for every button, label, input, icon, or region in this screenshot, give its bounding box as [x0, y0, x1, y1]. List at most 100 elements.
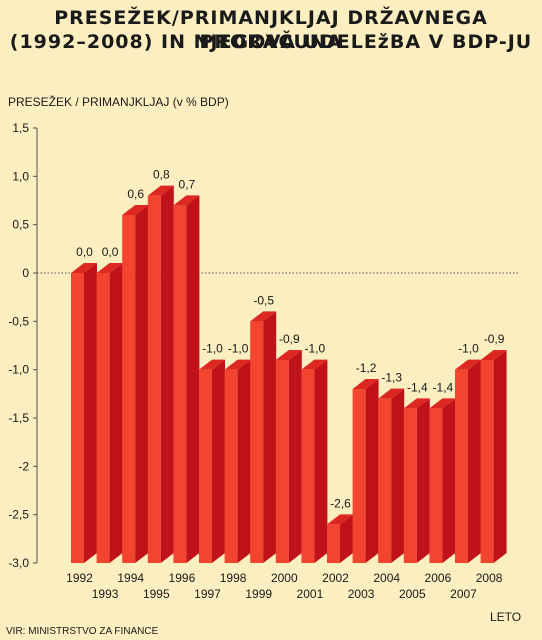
x-tick-label: 2002 [322, 571, 349, 585]
x-tick-label: 2006 [425, 571, 452, 585]
bar-top [352, 379, 379, 389]
x-tick-label: 2005 [399, 587, 426, 601]
data-label: -0,9 [279, 332, 300, 346]
x-tick-label: 2001 [297, 587, 324, 601]
bar-side [84, 263, 97, 563]
data-label: 0,0 [76, 245, 93, 259]
bar [122, 215, 136, 563]
x-tick-label: 1998 [220, 571, 247, 585]
bar-top [71, 263, 97, 273]
bar-top [224, 359, 251, 370]
bar-top [403, 398, 430, 409]
bar [71, 273, 84, 563]
chart-subtitle: (1992–2008) IN NJEGOVA UDELEžBA V BDP-JU [9, 31, 533, 53]
data-label: 0,8 [153, 168, 170, 182]
bar-side [442, 398, 456, 563]
bar [224, 369, 238, 563]
bar [173, 205, 187, 564]
data-label: -1,4 [433, 380, 454, 394]
bar [199, 369, 212, 563]
data-label: 0,7 [179, 177, 196, 191]
bar-side [212, 359, 225, 563]
bar-side [468, 359, 481, 563]
bar-top [327, 514, 353, 525]
bar-side [186, 195, 200, 564]
y-tick-label: 0,5 [12, 218, 29, 232]
y-tick-label: -2,5 [8, 508, 29, 522]
y-tick-label: -1,5 [8, 411, 29, 425]
bar [275, 360, 289, 563]
data-label: -1,2 [356, 361, 377, 375]
bar-top [301, 359, 328, 370]
bar-top [378, 388, 405, 399]
data-label: 0,6 [127, 187, 144, 201]
x-tick-label: 2003 [348, 587, 375, 601]
bar-top [429, 398, 456, 409]
x-tick-label: 1995 [143, 587, 170, 601]
x-tick-label: 2004 [373, 571, 400, 585]
data-label: -1,4 [407, 380, 428, 394]
bar-side [263, 311, 277, 563]
bar-top [199, 359, 225, 370]
bar-side [493, 350, 507, 563]
data-label: -1,0 [458, 342, 479, 356]
y-tick-label: 0 [22, 266, 29, 280]
data-label: 0,0 [102, 245, 119, 259]
chart-title: PRESEŽEK/PRIMANJKLJAJ DRŽAVNEGA PRORAČUN… [54, 7, 488, 53]
data-label: -0,5 [253, 293, 274, 307]
bar [429, 408, 443, 563]
bar [352, 389, 366, 563]
bar-side [135, 205, 149, 563]
bar [96, 273, 110, 563]
bar-top [480, 350, 507, 360]
data-label: -1,0 [305, 342, 326, 356]
bar-top [455, 359, 481, 370]
bar-side [109, 263, 123, 563]
y-tick-label: 1,0 [12, 169, 29, 183]
x-tick-label: 2000 [271, 571, 298, 585]
data-label: -1,3 [381, 371, 402, 385]
y-tick-label: 1,5 [12, 121, 29, 135]
x-tick-label: 1992 [66, 571, 93, 585]
x-tick-label: 2008 [476, 571, 503, 585]
bar-side [340, 514, 353, 563]
bar-top [122, 205, 149, 215]
x-axis-label: LETO [490, 610, 522, 624]
bar [250, 321, 264, 563]
bar-side [288, 350, 302, 563]
bar [455, 369, 468, 563]
y-tick-label: -0,5 [8, 314, 29, 328]
y-axis-label: PRESEŽEK / PRIMANJKLJAJ (v % BDP) [8, 95, 229, 109]
x-tick-label: 1996 [169, 571, 196, 585]
bar-top [96, 263, 123, 273]
y-tick-label: -2 [18, 459, 29, 473]
bar [327, 524, 340, 563]
y-tick-label: -3,0 [8, 556, 29, 570]
bar-side [314, 359, 328, 563]
bar-side [160, 185, 174, 563]
source-note: VIR: MINISTRSTVO ZA FINANCE [6, 626, 159, 637]
bar [378, 398, 392, 563]
bar [147, 195, 161, 563]
bar [403, 408, 417, 563]
bar-side [365, 379, 379, 563]
x-tick-label: 2007 [450, 587, 477, 601]
bar-side [416, 398, 430, 563]
bar [480, 360, 494, 563]
data-label: -0,9 [484, 332, 505, 346]
data-label: -2,6 [330, 496, 351, 510]
data-label: -1,0 [228, 342, 249, 356]
bar-top [173, 195, 200, 206]
bar-side [237, 359, 251, 563]
bar-side [391, 388, 405, 563]
x-tick-label: 1993 [92, 587, 119, 601]
y-tick-label: -1,0 [8, 363, 29, 377]
bar-top [250, 311, 277, 322]
bar-top [275, 350, 302, 360]
x-tick-label: 1997 [194, 587, 221, 601]
bar [301, 369, 315, 563]
data-label: -1,0 [202, 342, 223, 356]
x-tick-label: 1999 [245, 587, 272, 601]
bar-top [147, 185, 174, 196]
